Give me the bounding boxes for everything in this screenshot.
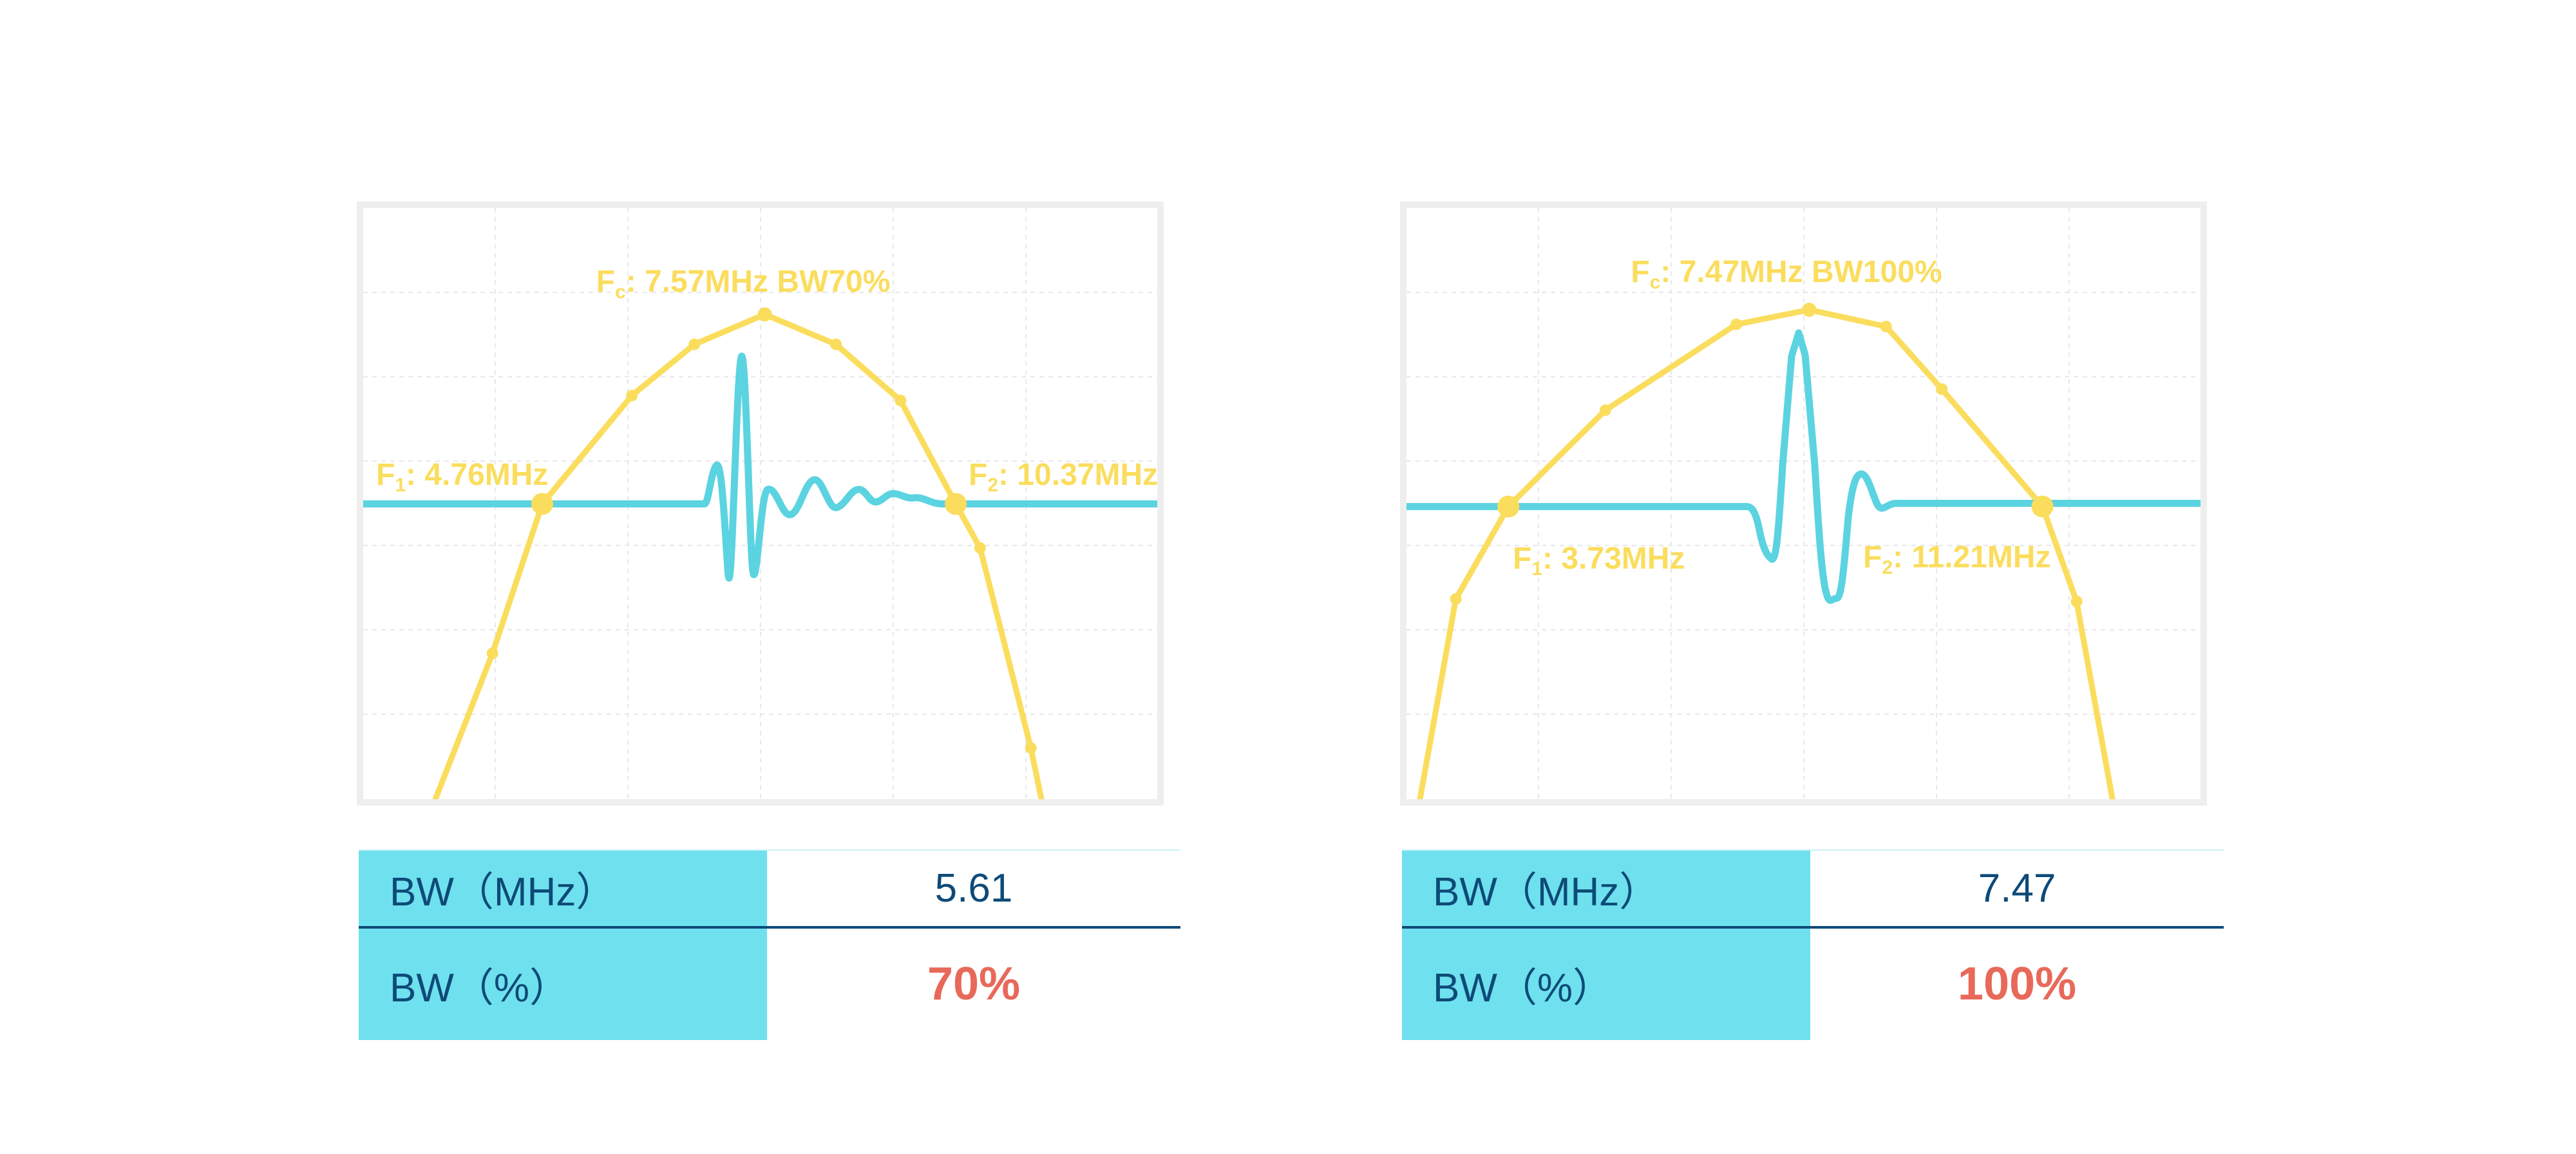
svg-text:Fc: 7.57MHz BW70%: Fc: 7.57MHz BW70% <box>596 265 891 303</box>
svg-text:F2: 10.37MHz: F2: 10.37MHz <box>969 458 1157 496</box>
svg-text:F1: 3.73MHz: F1: 3.73MHz <box>1513 542 1685 580</box>
svg-text:F2: 11.21MHz: F2: 11.21MHz <box>1863 540 2050 578</box>
svg-text:Fc: 7.47MHz BW100%: Fc: 7.47MHz BW100% <box>1631 255 1942 293</box>
svg-text:F1: 4.76MHz: F1: 4.76MHz <box>376 458 548 496</box>
